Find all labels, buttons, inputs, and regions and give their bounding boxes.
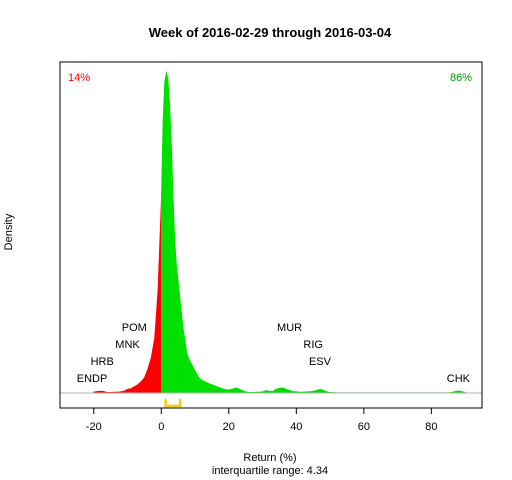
x-tick-label: 60 (358, 421, 370, 433)
iqr-text: interquartile range: 4.34 (212, 465, 328, 477)
x-tick-label: -20 (86, 421, 102, 433)
x-tick-label: 0 (158, 421, 164, 433)
x-tick-label: 80 (425, 421, 437, 433)
chart-title: Week of 2016-02-29 through 2016-03-04 (149, 25, 392, 40)
x-axis: -20 0 20 40 60 80 (86, 407, 437, 433)
ticker-label: CHK (447, 373, 471, 385)
percent-positive-label: 86% (450, 72, 472, 84)
x-axis-label: Return (%) (243, 452, 296, 464)
iqr-bracket-mark (164, 399, 182, 408)
ticker-label: RIG (303, 339, 323, 351)
density-area (93, 71, 466, 394)
ticker-label: MNK (115, 339, 140, 351)
x-tick-label: 20 (223, 421, 235, 433)
x-tick-label: 40 (290, 421, 302, 433)
ticker-label: ESV (309, 356, 332, 368)
ticker-label: ENDP (77, 373, 108, 385)
ticker-label: HRB (91, 356, 114, 368)
percent-negative-label: 14% (68, 72, 90, 84)
ticker-label: MUR (277, 322, 302, 334)
negative-return-area (93, 200, 162, 394)
iqr-bracket (164, 399, 182, 408)
y-axis-label: Density (3, 213, 15, 250)
plot-frame (59, 61, 483, 409)
ticker-label: POM (122, 322, 147, 334)
